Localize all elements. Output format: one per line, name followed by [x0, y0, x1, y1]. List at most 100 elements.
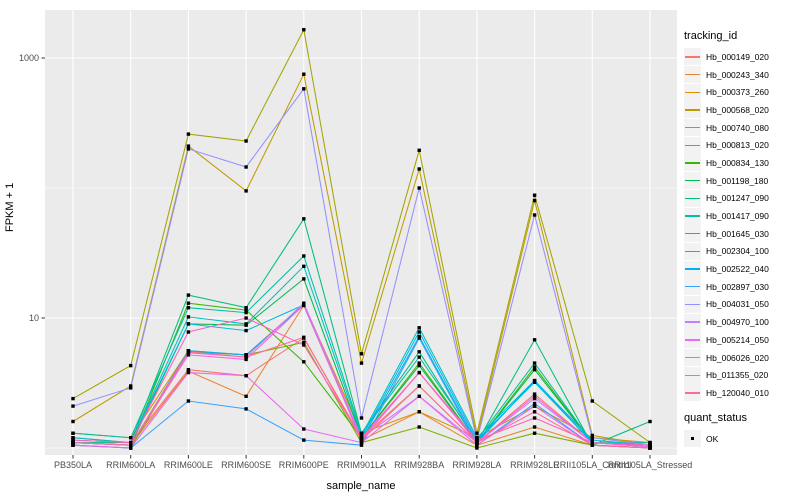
- data-point: [302, 87, 306, 91]
- color-line-icon: [685, 233, 700, 235]
- data-point: [186, 399, 191, 403]
- color-line-icon: [685, 356, 700, 359]
- x-tick-label: RRII105LA_Control: [553, 460, 631, 470]
- data-point: [417, 425, 421, 429]
- data-point: [129, 384, 133, 388]
- color-key: [684, 278, 701, 296]
- data-point: [359, 438, 364, 442]
- data-point: [417, 394, 421, 398]
- data-point: [302, 340, 306, 344]
- legend-item-Hb_001417_090: Hb_001417_090: [684, 207, 798, 225]
- color-key: [684, 225, 701, 243]
- data-point: [244, 353, 248, 357]
- data-point: [475, 438, 479, 442]
- data-point: [71, 431, 75, 435]
- data-point: [244, 165, 248, 169]
- data-point: [417, 410, 421, 414]
- data-point: [475, 446, 479, 450]
- data-point: [244, 189, 248, 193]
- data-point: [244, 306, 248, 310]
- color-line-icon: [685, 91, 700, 93]
- legend-item-label: Hb_001417_090: [706, 211, 769, 222]
- color-key: [684, 313, 701, 331]
- data-point: [71, 404, 75, 408]
- data-point: [417, 384, 421, 388]
- legend-item-Hb_000373_260: Hb_000373_260: [684, 83, 798, 101]
- legend-item-label: OK: [706, 433, 719, 444]
- data-point: [359, 443, 364, 447]
- y-axis-title: FPKM + 1: [4, 182, 16, 232]
- data-point: [532, 368, 537, 372]
- data-point: [590, 436, 594, 440]
- data-point: [648, 443, 652, 447]
- data-point: [244, 316, 248, 320]
- data-point: [532, 404, 537, 408]
- data-point: [244, 374, 248, 378]
- color-line-icon: [685, 126, 700, 129]
- data-point: [417, 330, 421, 334]
- color-key: [684, 207, 701, 225]
- legend-item-label: Hb_120040_010: [706, 387, 769, 398]
- legend-item-label: Hb_001198_180: [706, 175, 769, 186]
- data-point: [532, 361, 537, 365]
- data-point: [302, 277, 306, 281]
- data-point: [186, 330, 191, 334]
- y-tick-label: 10: [29, 313, 39, 323]
- data-point: [302, 438, 306, 442]
- data-point: [359, 361, 364, 365]
- data-point: [186, 293, 191, 297]
- data-point: [532, 401, 537, 406]
- x-axis-title: sample_name: [326, 480, 396, 492]
- data-point: [244, 355, 248, 359]
- legend-item-label: Hb_000813_020: [706, 140, 769, 151]
- legend-item-Hb_004031_050: Hb_004031_050: [684, 295, 798, 314]
- legend-item-Hb_000834_130: Hb_000834_130: [684, 154, 798, 172]
- color-key: [684, 48, 701, 66]
- legend-item-Hb_001247_090: Hb_001247_090: [684, 189, 798, 208]
- data-point: [244, 357, 248, 362]
- color-line-icon: [685, 179, 700, 182]
- color-line-icon: [685, 109, 700, 111]
- color-line-icon: [685, 339, 700, 341]
- data-point: [532, 396, 537, 401]
- data-point: [129, 446, 133, 450]
- legend-item-label: Hb_004031_050: [706, 299, 769, 310]
- color-key: [684, 172, 701, 190]
- data-point: [302, 217, 306, 221]
- legend-item-label: Hb_005214_050: [706, 334, 769, 345]
- legend-item-label: Hb_002897_030: [706, 281, 769, 292]
- legend-item-Hb_001645_030: Hb_001645_030: [684, 225, 798, 243]
- data-point: [475, 443, 479, 447]
- legend-items: Hb_000149_020 Hb_000243_340 Hb_000373_260 H…: [684, 48, 798, 402]
- data-point: [244, 310, 248, 315]
- legend-item-label: Hb_000568_020: [706, 104, 769, 115]
- data-point: [186, 322, 191, 326]
- data-point: [648, 446, 652, 450]
- data-point: [417, 363, 421, 368]
- x-tick-label: RRIM600LE: [164, 460, 213, 470]
- color-key: [684, 154, 701, 172]
- x-tick-label: RRIM928LA: [452, 460, 501, 470]
- legend-item-Hb_002897_030: Hb_002897_030: [684, 278, 798, 296]
- data-point: [71, 396, 75, 401]
- legend-item-label: Hb_000243_340: [706, 69, 769, 80]
- ok-point-key: [684, 430, 701, 448]
- data-point: [359, 416, 364, 420]
- color-key: [684, 349, 701, 367]
- data-point: [71, 443, 75, 447]
- data-point: [186, 144, 191, 148]
- legend-item-label: Hb_000834_130: [706, 157, 769, 168]
- legend-item-label: Hb_004970_100: [706, 317, 769, 328]
- data-point: [186, 370, 191, 375]
- data-point: [186, 315, 191, 319]
- data-point: [186, 147, 191, 151]
- data-point: [359, 352, 364, 356]
- data-point: [302, 360, 306, 364]
- x-tick-label: RRIM600LA: [106, 460, 155, 470]
- data-point: [417, 167, 421, 171]
- data-point: [475, 431, 479, 435]
- legend-item-Hb_011355_020: Hb_011355_020: [684, 366, 798, 384]
- data-point: [244, 308, 248, 312]
- data-point: [532, 378, 537, 383]
- data-point: [532, 425, 537, 429]
